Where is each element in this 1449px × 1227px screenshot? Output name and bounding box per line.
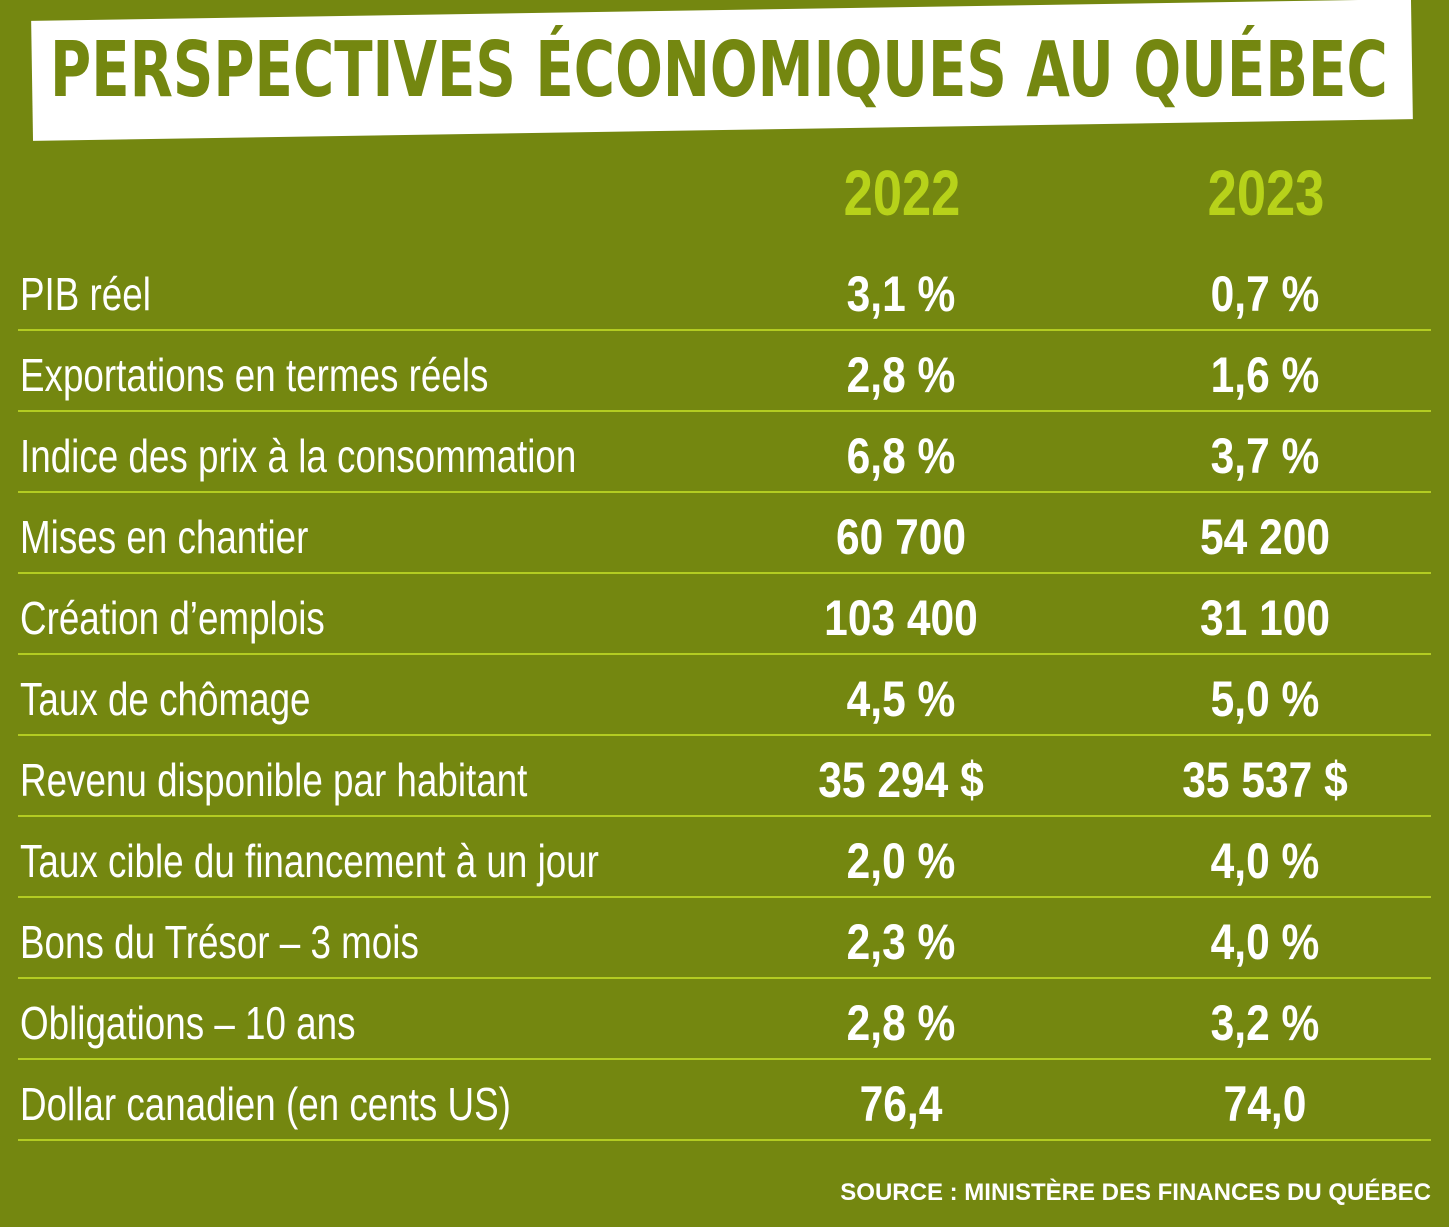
row-divider: [18, 734, 1431, 736]
table-row-pib-reel: PIB réel 3,1 % 0,7 %: [0, 252, 1449, 333]
row-label: PIB réel: [20, 268, 151, 320]
value-2022: 4,5 %: [846, 671, 956, 727]
value-2023: 35 537 $: [1182, 752, 1348, 808]
row-divider: [18, 653, 1431, 655]
row-divider: [18, 1139, 1431, 1141]
value-2023: 4,0 %: [1210, 833, 1320, 889]
value-2022: 2,3 %: [846, 914, 956, 970]
value-2023: 54 200: [1200, 509, 1330, 565]
row-label: Création d’emplois: [20, 592, 325, 644]
table-row-bons-du-tresor-3-mois: Bons du Trésor – 3 mois 2,3 % 4,0 %: [0, 900, 1449, 981]
row-label: Indice des prix à la consommation: [20, 430, 577, 482]
table-row-obligations-10-ans: Obligations – 10 ans 2,8 % 3,2 %: [0, 981, 1449, 1062]
row-divider: [18, 329, 1431, 331]
row-divider: [18, 815, 1431, 817]
value-2022: 2,8 %: [846, 995, 956, 1051]
source-note: SOURCE : MINISTÈRE DES FINANCES DU QUÉBE…: [840, 1179, 1431, 1206]
value-2022: 60 700: [836, 509, 966, 565]
value-2023: 1,6 %: [1210, 347, 1320, 403]
row-divider: [18, 1058, 1431, 1060]
row-label: Exportations en termes réels: [20, 349, 489, 401]
table-row-revenu-disponible-par-habitant: Revenu disponible par habitant 35 294 $ 35…: [0, 738, 1449, 819]
value-2022: 3,1 %: [846, 266, 956, 322]
value-2023: 5,0 %: [1210, 671, 1320, 727]
value-2022: 76,4: [859, 1076, 943, 1132]
table-row-exportations-en-termes-reels: Exportations en termes réels 2,8 % 1,6 %: [0, 333, 1449, 414]
row-label: Dollar canadien (en cents US): [20, 1078, 511, 1130]
value-2022: 6,8 %: [846, 428, 956, 484]
row-label: Bons du Trésor – 3 mois: [20, 916, 419, 968]
row-divider: [18, 896, 1431, 898]
value-2022: 35 294 $: [818, 752, 984, 808]
value-2022: 2,8 %: [846, 347, 956, 403]
value-2023: 4,0 %: [1210, 914, 1320, 970]
row-divider: [18, 491, 1431, 493]
row-label: Taux de chômage: [20, 673, 311, 725]
value-2023: 31 100: [1200, 590, 1330, 646]
value-2023: 3,2 %: [1210, 995, 1320, 1051]
column-header-2023: 2023: [1207, 157, 1325, 229]
table-row-dollar-canadien-en-cents-us: Dollar canadien (en cents US) 76,4 74,0: [0, 1062, 1449, 1143]
column-header-2022: 2022: [843, 157, 961, 229]
row-label: Obligations – 10 ans: [20, 997, 356, 1049]
table-row-taux-de-chomage: Taux de chômage 4,5 % 5,0 %: [0, 657, 1449, 738]
table-row-mises-en-chantier: Mises en chantier 60 700 54 200: [0, 495, 1449, 576]
value-2023: 3,7 %: [1210, 428, 1320, 484]
row-divider: [18, 977, 1431, 979]
row-label: Revenu disponible par habitant: [20, 754, 528, 806]
row-label: Mises en chantier: [20, 511, 309, 563]
table-row-indice-des-prix-a-la-consommation: Indice des prix à la consommation 6,8 % 3,…: [0, 414, 1449, 495]
table-row-creation-d-emplois: Création d’emplois 103 400 31 100: [0, 576, 1449, 657]
value-2023: 74,0: [1223, 1076, 1307, 1132]
page-title: PERSPECTIVES ÉCONOMIQUES AU QUÉBEC: [50, 26, 1388, 115]
row-divider: [18, 410, 1431, 412]
value-2022: 2,0 %: [846, 833, 956, 889]
value-2022: 103 400: [824, 590, 978, 646]
row-label: Taux cible du financement à un jour: [20, 835, 599, 887]
row-divider: [18, 572, 1431, 574]
table-row-taux-cible-du-financement-a-un-jour: Taux cible du financement à un jour 2,0 %…: [0, 819, 1449, 900]
value-2023: 0,7 %: [1210, 266, 1320, 322]
